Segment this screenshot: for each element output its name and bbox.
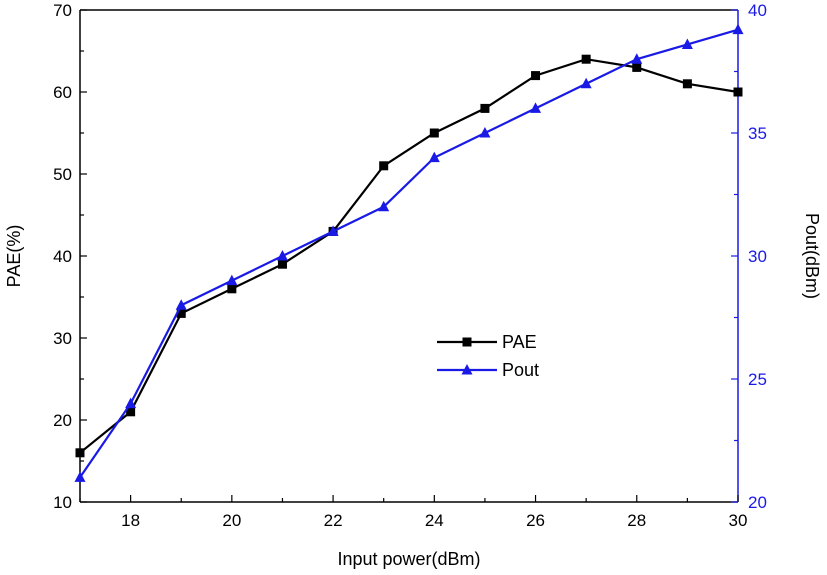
- series-layer: [74, 23, 744, 482]
- plot-frame: [79, 9, 739, 503]
- data-point-pout: [732, 23, 744, 35]
- y-left-tick-label: 40: [53, 247, 72, 266]
- y-axis-left-title: PAE(%): [4, 225, 24, 288]
- data-point-pout: [125, 397, 137, 409]
- x-axis: 18 20 22 24 26 28 30: [79, 495, 748, 530]
- x-tick-label: 22: [324, 511, 343, 530]
- legend-label-pae: PAE: [502, 332, 537, 352]
- y-left-tick-label: 30: [53, 329, 72, 348]
- x-tick-label: 24: [425, 511, 444, 530]
- legend-marker-pae: [462, 337, 472, 347]
- data-point-pae: [126, 407, 136, 417]
- data-point-pout: [226, 274, 238, 286]
- data-point-pout: [276, 250, 288, 261]
- y-right-tick-label: 35: [748, 124, 767, 143]
- series-line-pae: [79, 58, 739, 454]
- data-point-pae: [227, 284, 237, 294]
- y-axis-left: 10 20 30 40 50 60 70: [53, 1, 87, 512]
- data-point-pout: [428, 151, 440, 163]
- data-point-pout: [479, 127, 491, 138]
- y-left-tick-label: 10: [53, 493, 72, 512]
- data-point-pae: [682, 79, 692, 89]
- data-point-pae: [632, 62, 642, 72]
- y-right-tick-label: 25: [748, 370, 767, 389]
- x-tick-label: 20: [222, 511, 241, 530]
- data-point-pae: [429, 128, 439, 138]
- x-tick-label: 30: [729, 511, 748, 530]
- x-axis-title: Input power(dBm): [337, 549, 480, 569]
- x-tick-label: 18: [121, 511, 140, 530]
- y-axis-right: 20 25 30 35 40: [731, 1, 767, 512]
- data-point-pout: [530, 102, 542, 113]
- y-axis-right-title: Pout(dBm): [802, 213, 822, 299]
- y-right-tick-label: 30: [748, 247, 767, 266]
- x-tick-label: 26: [526, 511, 545, 530]
- x-tick-label: 28: [627, 511, 646, 530]
- data-point-pae: [733, 87, 743, 97]
- data-point-pae: [581, 54, 591, 64]
- data-point-pae: [480, 103, 490, 113]
- data-point-pout: [327, 225, 339, 236]
- y-right-tick-label: 40: [748, 1, 767, 20]
- data-point-pae: [379, 161, 389, 171]
- data-point-pae: [75, 448, 85, 458]
- data-point-pout: [631, 53, 643, 64]
- data-point-pout: [681, 38, 693, 49]
- legend-label-pout: Pout: [502, 360, 539, 380]
- legend: PAE Pout: [437, 332, 539, 380]
- y-left-tick-label: 20: [53, 411, 72, 430]
- data-point-pout: [378, 200, 390, 212]
- y-left-tick-label: 60: [53, 83, 72, 102]
- legend-marker-pout: [461, 364, 473, 375]
- y-left-tick-label: 50: [53, 165, 72, 184]
- series-line-pout: [79, 28, 739, 479]
- y-right-tick-label: 20: [748, 493, 767, 512]
- data-point-pae: [176, 308, 186, 318]
- data-point-pae: [531, 71, 541, 81]
- data-point-pout: [74, 471, 86, 482]
- data-point-pout: [175, 299, 187, 310]
- y-left-tick-label: 70: [53, 1, 72, 20]
- data-point-pae: [277, 259, 287, 269]
- data-point-pout: [580, 77, 592, 89]
